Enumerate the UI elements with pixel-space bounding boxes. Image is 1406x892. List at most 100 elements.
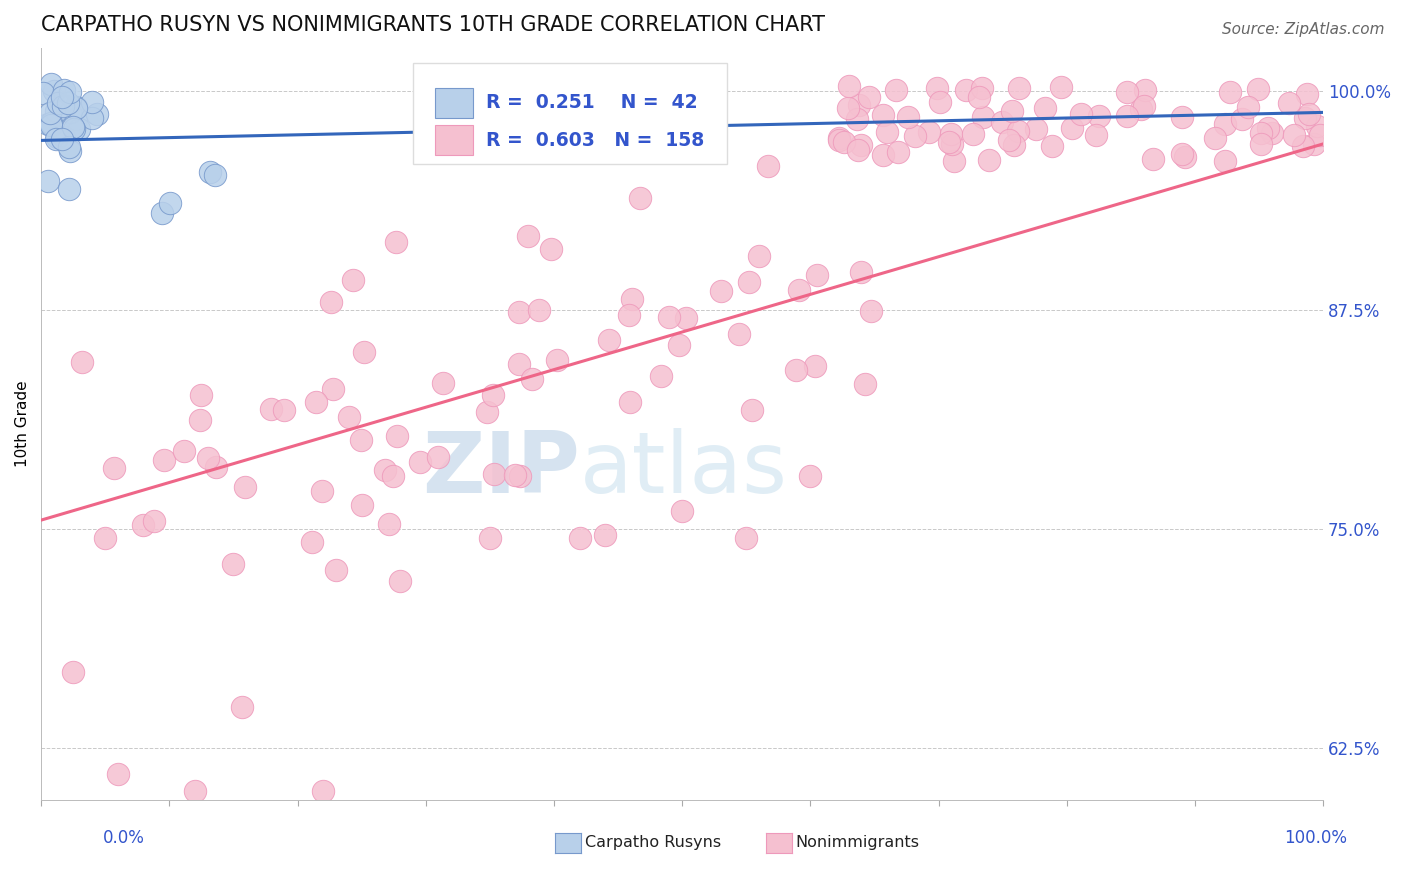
FancyBboxPatch shape [434,125,474,155]
Text: 0.0%: 0.0% [103,830,145,847]
Point [39,118,62,132]
Point [131,517,153,532]
Point [32,87,55,101]
Point [1278,95,1301,110]
Point [65,100,87,114]
Point [482,388,505,402]
Point [741,402,763,417]
Point [58,95,80,110]
Point [998,132,1021,146]
Point [1115,109,1137,123]
Point [859,303,882,318]
Point [838,78,860,93]
Point [59,145,82,159]
Point [1001,104,1024,119]
Point [735,531,758,545]
Point [832,135,855,149]
Point [80,95,103,110]
Point [41,116,63,130]
Point [828,133,851,147]
Point [887,145,910,160]
Point [377,516,399,531]
Point [872,108,894,122]
Point [1294,111,1316,125]
Point [675,311,697,326]
Point [598,333,620,347]
Point [1230,112,1253,126]
Point [1050,79,1073,94]
Point [1292,139,1315,153]
Point [39,77,62,91]
Text: Carpatho Rusyns: Carpatho Rusyns [585,836,721,850]
Point [851,138,873,153]
Point [897,111,920,125]
Point [103,460,125,475]
Point [39,105,62,120]
Point [872,147,894,161]
Point [1085,128,1108,142]
Point [1261,126,1284,140]
Point [848,97,870,112]
Point [595,528,617,542]
Point [1070,106,1092,120]
FancyBboxPatch shape [413,62,727,164]
Point [273,403,295,417]
Point [1213,154,1236,169]
Point [188,413,211,427]
Point [941,127,963,141]
Point [52,98,75,112]
Point [37,118,59,132]
Point [1130,103,1153,117]
Point [55,98,77,112]
Point [204,460,226,475]
Point [1250,137,1272,152]
Point [184,784,207,798]
Text: atlas: atlas [579,427,787,510]
Point [409,455,432,469]
Point [619,394,641,409]
Point [53,129,76,144]
Point [65,112,87,126]
Point [45,103,67,118]
Point [491,84,513,98]
Point [63,122,86,136]
Point [787,283,810,297]
Text: 100.0%: 100.0% [1284,830,1347,847]
Point [846,143,869,157]
Point [806,268,828,283]
Point [59,105,82,120]
Point [477,405,499,419]
Point [509,468,531,483]
Point [222,557,245,571]
Point [58,140,80,154]
Point [1033,101,1056,115]
Point [353,345,375,359]
Point [756,160,779,174]
Point [621,292,644,306]
Y-axis label: 10th Grade: 10th Grade [15,381,30,467]
Point [1204,130,1226,145]
Point [1306,119,1329,133]
Point [1008,81,1031,95]
Point [389,574,412,589]
Point [671,84,693,98]
Point [80,112,103,126]
Point [1171,147,1194,161]
Point [311,483,333,498]
Point [876,125,898,139]
Point [70,354,93,368]
Point [322,382,344,396]
Point [432,376,454,390]
Point [938,136,960,150]
Point [991,115,1014,129]
Point [1133,98,1156,112]
Point [1025,122,1047,136]
Point [858,90,880,104]
Point [51,90,73,104]
Point [44,84,66,98]
Text: Nonimmigrants: Nonimmigrants [796,836,920,850]
Point [785,363,807,377]
Point [1302,136,1324,151]
Point [304,395,326,409]
Point [1213,116,1236,130]
